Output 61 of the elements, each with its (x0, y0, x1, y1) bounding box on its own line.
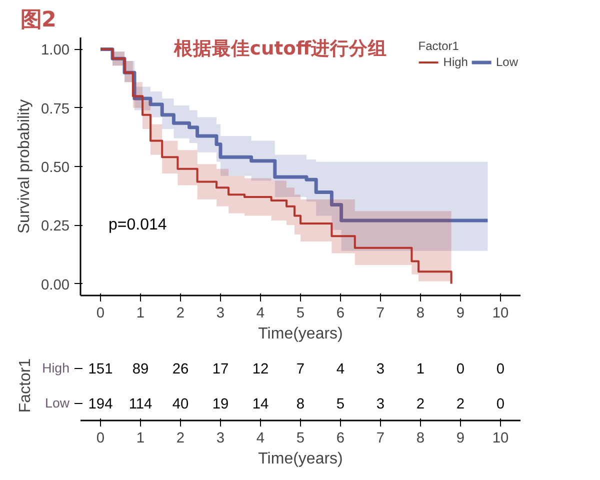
y-axis-title: Survival probability (16, 99, 33, 234)
x-tick-label: 7 (376, 306, 385, 322)
data-label: 12 (252, 362, 269, 378)
x-tick-label: 4 (256, 306, 265, 322)
data-label: 26 (172, 362, 189, 378)
data-label: 7 (296, 362, 305, 378)
y-tick-label: 0.25 (40, 218, 70, 235)
data-label: 0 (456, 362, 465, 378)
data-label: 194 (88, 396, 113, 412)
x-tick-label: 10 (492, 306, 509, 322)
data-label: 3 (376, 362, 385, 378)
x-tick-label: 6 (336, 306, 345, 322)
data-label: 0 (496, 396, 505, 412)
annotation: p=0.014 (108, 216, 167, 234)
data-label: 0 (496, 362, 505, 378)
data-label: 19 (212, 396, 229, 412)
x-tick-label: 1 (136, 430, 145, 446)
data-label: 151 (88, 362, 113, 378)
x-tick-label: 6 (336, 430, 345, 446)
y-axis-title: Factor1 (17, 358, 34, 413)
x-tick-label: 1 (136, 306, 145, 322)
data-label: 114 (128, 396, 152, 412)
data-label: 40 (172, 396, 189, 412)
x-tick-label: 10 (492, 430, 509, 446)
x-tick-label: 9 (456, 306, 465, 322)
x-axis-title: Time(years) (258, 326, 343, 342)
x-tick-label: 0 (96, 430, 105, 446)
data-label: 5 (336, 396, 345, 412)
legend-title: Factor1 (418, 39, 460, 53)
x-axis-title: Time(years) (258, 450, 343, 468)
y-tick-label: Low (45, 396, 70, 410)
y-tick-label: 1.00 (40, 42, 70, 59)
data-label: 3 (376, 396, 385, 412)
data-label: 1 (416, 362, 425, 378)
legend-label: High (443, 55, 468, 69)
data-label: 17 (212, 362, 229, 378)
x-tick-label: 8 (416, 430, 425, 446)
legend-label: Low (496, 55, 518, 69)
chart-title: 根据最佳cutoff进行分组 (172, 38, 388, 60)
x-tick-label: 3 (216, 430, 225, 446)
x-tick-label: 7 (376, 430, 385, 446)
data-label: 4 (336, 362, 345, 378)
data-label: 14 (252, 396, 269, 412)
y-tick-label: 0.75 (40, 101, 70, 118)
x-tick-label: 3 (216, 306, 225, 322)
x-tick-label: 5 (296, 430, 305, 446)
x-tick-label: 2 (176, 430, 185, 446)
y-tick-label: 0.00 (40, 277, 70, 294)
data-label: 89 (132, 362, 149, 378)
y-tick-label: 0.50 (40, 160, 70, 176)
y-tick-label: High (42, 360, 70, 376)
x-tick-label: 8 (416, 306, 425, 322)
x-tick-label: 2 (176, 306, 185, 322)
data-label: 8 (296, 396, 305, 412)
x-tick-label: 0 (96, 306, 105, 322)
x-tick-label: 5 (296, 306, 305, 322)
data-label: 2 (416, 396, 425, 412)
x-tick-label: 9 (456, 430, 465, 446)
data-label: 2 (456, 396, 465, 412)
x-tick-label: 4 (256, 430, 265, 446)
caption: 图2 (20, 8, 56, 32)
